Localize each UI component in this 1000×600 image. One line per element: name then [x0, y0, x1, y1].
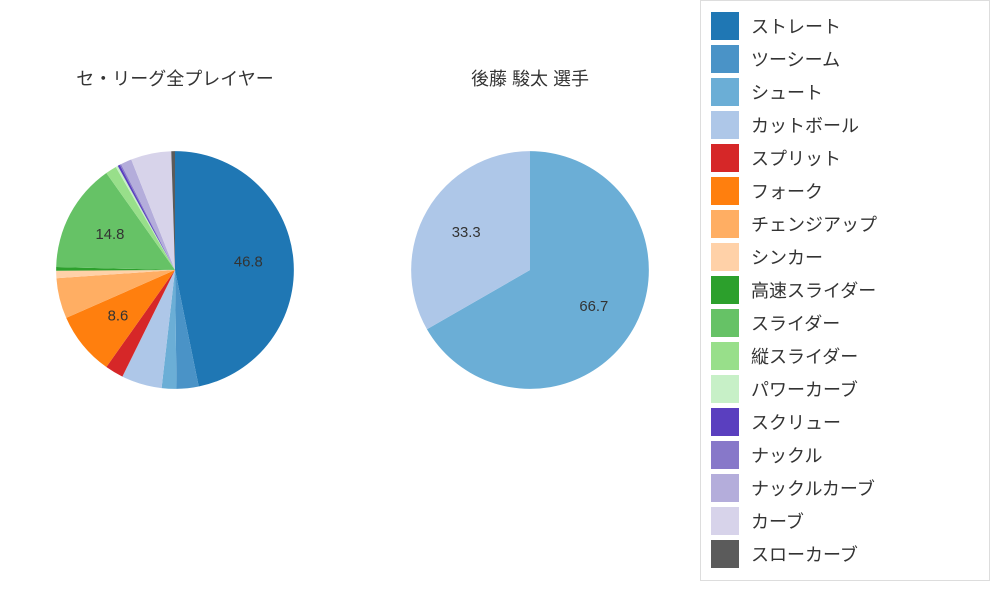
- legend-label: 縦スライダー: [751, 343, 858, 369]
- legend-entry: チェンジアップ: [711, 207, 979, 240]
- legend-entry: カーブ: [711, 504, 979, 537]
- legend-swatch: [711, 210, 739, 238]
- legend-label: シュート: [751, 79, 823, 105]
- legend-entry: シンカー: [711, 240, 979, 273]
- legend-swatch: [711, 177, 739, 205]
- legend-entry: スプリット: [711, 141, 979, 174]
- legend-entry: 高速スライダー: [711, 273, 979, 306]
- legend-entry: カットボール: [711, 108, 979, 141]
- pie-slice-label: 46.8: [234, 255, 263, 271]
- legend-entry: パワーカーブ: [711, 372, 979, 405]
- legend-entry: 縦スライダー: [711, 339, 979, 372]
- legend-entry: ナックル: [711, 438, 979, 471]
- legend-entry: スクリュー: [711, 405, 979, 438]
- legend-entry: スライダー: [711, 306, 979, 339]
- legend-swatch: [711, 309, 739, 337]
- legend-swatch: [711, 540, 739, 568]
- right-chart-title: 後藤 駿太 選手: [380, 65, 680, 91]
- left-pie-chart: 46.8 8.6 14.8: [45, 140, 305, 400]
- legend-swatch: [711, 408, 739, 436]
- legend-label: ストレート: [751, 13, 841, 39]
- legend-swatch: [711, 441, 739, 469]
- legend-entry: スローカーブ: [711, 537, 979, 570]
- legend-swatch: [711, 78, 739, 106]
- legend: ストレートツーシームシュートカットボールスプリットフォークチェンジアップシンカー…: [700, 0, 990, 581]
- pie-slice-label: 66.7: [579, 299, 608, 315]
- pie-slice-label: 8.6: [108, 309, 129, 325]
- legend-label: 高速スライダー: [751, 277, 876, 303]
- legend-entry: フォーク: [711, 174, 979, 207]
- legend-label: スローカーブ: [751, 541, 858, 567]
- legend-swatch: [711, 507, 739, 535]
- legend-label: シンカー: [751, 244, 823, 270]
- legend-label: チェンジアップ: [751, 211, 877, 237]
- pie-slice-label: 33.3: [452, 225, 481, 241]
- legend-label: ナックル: [751, 442, 822, 468]
- legend-label: カーブ: [751, 508, 804, 534]
- legend-swatch: [711, 12, 739, 40]
- legend-swatch: [711, 45, 739, 73]
- legend-label: スクリュー: [751, 409, 841, 435]
- legend-label: カットボール: [751, 112, 859, 138]
- legend-label: ナックルカーブ: [751, 475, 875, 501]
- legend-swatch: [711, 474, 739, 502]
- legend-entry: シュート: [711, 75, 979, 108]
- legend-swatch: [711, 243, 739, 271]
- right-pie-chart: 66.7 33.3: [400, 140, 660, 400]
- chart-container: { "background_color": "#ffffff", "left_c…: [0, 0, 1000, 600]
- legend-label: スプリット: [751, 145, 841, 171]
- left-chart-title: セ・リーグ全プレイヤー: [25, 65, 325, 91]
- legend-label: ツーシーム: [751, 46, 840, 72]
- legend-swatch: [711, 276, 739, 304]
- legend-label: スライダー: [751, 310, 840, 336]
- legend-swatch: [711, 342, 739, 370]
- legend-label: フォーク: [751, 178, 823, 204]
- legend-entry: ナックルカーブ: [711, 471, 979, 504]
- legend-label: パワーカーブ: [751, 376, 858, 402]
- pie-slice-label: 14.8: [96, 227, 125, 243]
- legend-swatch: [711, 375, 739, 403]
- legend-swatch: [711, 111, 739, 139]
- legend-entry: ストレート: [711, 9, 979, 42]
- legend-swatch: [711, 144, 739, 172]
- legend-entry: ツーシーム: [711, 42, 979, 75]
